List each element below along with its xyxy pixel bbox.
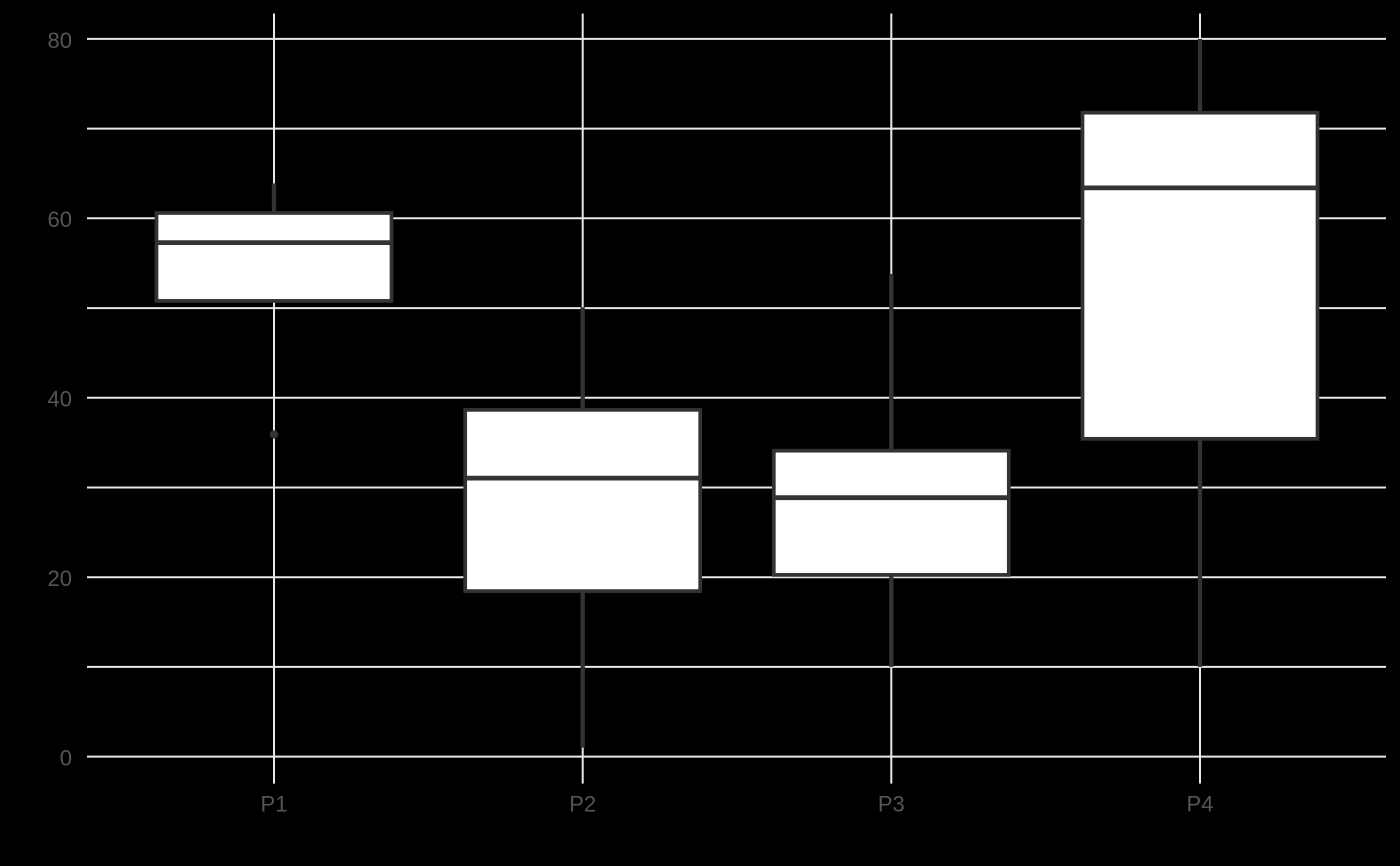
svg-text:P3: P3 bbox=[878, 791, 905, 816]
svg-text:20: 20 bbox=[48, 566, 72, 591]
svg-text:40: 40 bbox=[48, 387, 72, 412]
svg-text:P4: P4 bbox=[1187, 791, 1214, 816]
svg-text:P1: P1 bbox=[261, 791, 288, 816]
svg-text:P2: P2 bbox=[569, 791, 596, 816]
svg-text:0: 0 bbox=[60, 746, 72, 771]
svg-text:80: 80 bbox=[48, 28, 72, 53]
svg-text:60: 60 bbox=[48, 207, 72, 232]
